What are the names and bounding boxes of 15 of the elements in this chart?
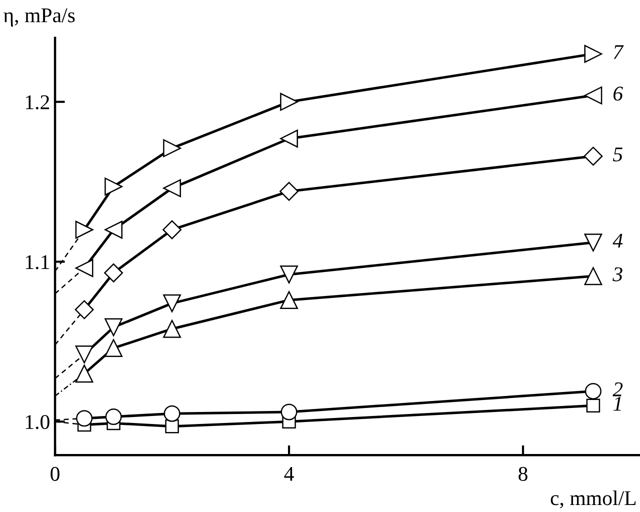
- x-tick-label: 8: [518, 466, 528, 481]
- series-label: 3: [612, 267, 622, 282]
- series-label: 2: [612, 382, 623, 396]
- series-label: 1: [613, 396, 621, 411]
- x-tick-label: 4: [284, 467, 294, 481]
- y-tick-label: 1.2: [26, 95, 50, 110]
- series-label: 6: [613, 86, 623, 101]
- series-label: 7: [614, 45, 624, 59]
- x-axis-title: c, mmol/L: [550, 490, 636, 508]
- y-tick-label: 1.1: [26, 255, 49, 270]
- y-axis-title: η, mPa/s: [4, 8, 75, 27]
- series-label: 4: [612, 234, 623, 248]
- series-label: 5: [612, 148, 622, 162]
- y-tick-label: 1.0: [26, 414, 50, 430]
- x-tick-label: 0: [50, 466, 60, 481]
